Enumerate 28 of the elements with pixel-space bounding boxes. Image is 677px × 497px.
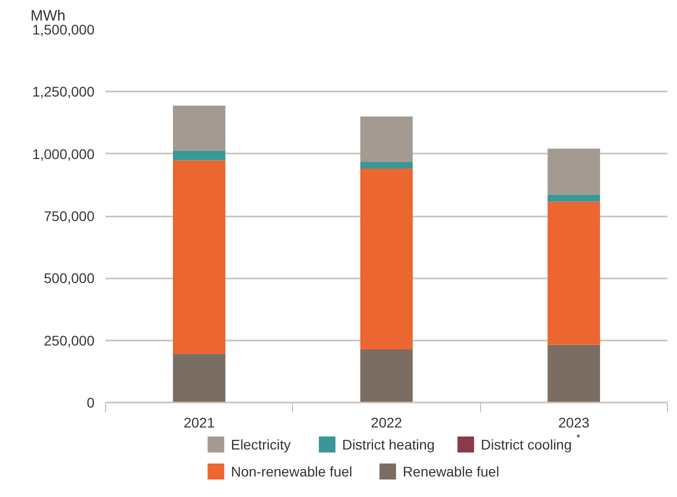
bar (360, 168, 413, 350)
bar (548, 202, 600, 345)
y-tick-label: 1,250,000 (32, 84, 95, 100)
x-tick-label: 2021 (184, 414, 215, 430)
x-tick-label: 2023 (558, 414, 590, 430)
legend-label: Electricity (230, 436, 291, 452)
x-tick-label: 2022 (370, 414, 402, 430)
bar (172, 354, 226, 402)
legend-label: District heating (342, 436, 435, 452)
bar (360, 116, 413, 162)
bar (172, 106, 226, 151)
bar (360, 350, 413, 402)
bar (548, 148, 600, 195)
bar (360, 162, 413, 169)
bar (172, 160, 226, 354)
legend-label: District cooling* (480, 433, 580, 452)
y-tick-label: 500,000 (44, 270, 95, 286)
bar (548, 194, 600, 202)
y-tick-label: 250,000 (44, 332, 95, 348)
y-axis-title: MWh (30, 8, 66, 24)
bar (548, 344, 600, 402)
y-tick-label: 1,000,000 (32, 146, 95, 162)
legend-label: Renewable fuel (402, 464, 500, 480)
y-tick-label: 1,500,000 (32, 22, 95, 38)
y-tick-label: 0 (86, 394, 95, 410)
bar (172, 150, 226, 160)
y-tick-label: 750,000 (44, 208, 95, 224)
legend-label: Non-renewable fuel (230, 464, 352, 480)
